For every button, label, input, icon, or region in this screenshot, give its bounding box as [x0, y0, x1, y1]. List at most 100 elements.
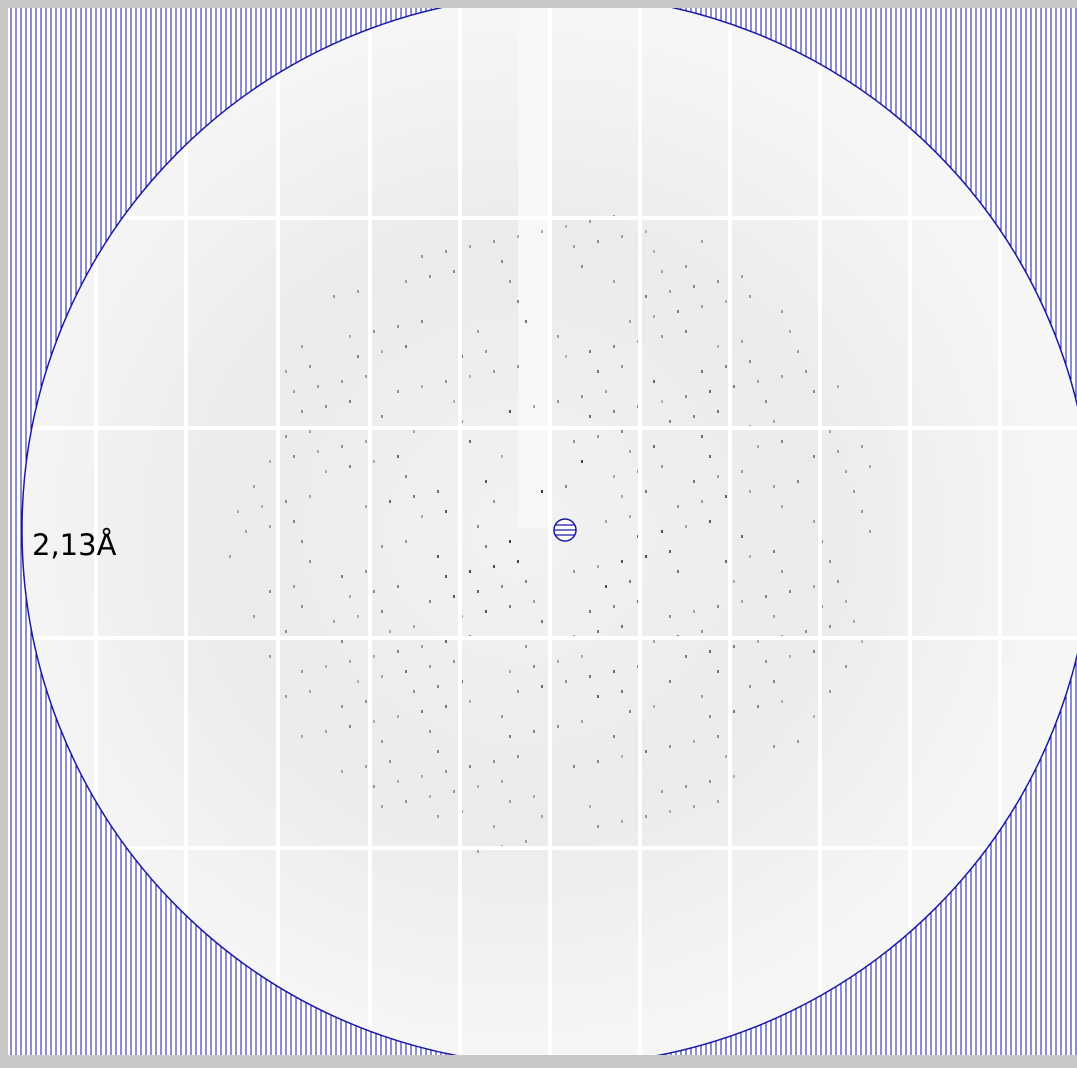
vertical-gap [908, 8, 912, 1055]
spot [717, 800, 719, 803]
horizontal-gap [8, 426, 1077, 430]
spot [509, 735, 511, 738]
spot [269, 590, 271, 593]
spot [645, 230, 647, 233]
spot [349, 660, 351, 663]
spot [693, 740, 695, 743]
spot [605, 390, 607, 393]
spot [317, 450, 319, 453]
spot [749, 555, 751, 558]
spot [837, 385, 839, 388]
spot [501, 260, 503, 263]
spot [477, 525, 479, 528]
spot [685, 330, 687, 333]
spot [629, 580, 631, 583]
spot [605, 585, 607, 588]
spot [509, 670, 511, 673]
spot [677, 505, 679, 508]
spot [253, 485, 255, 488]
spot [789, 655, 791, 658]
spot [597, 695, 599, 698]
spot [709, 390, 711, 393]
spot [557, 400, 559, 403]
spot [437, 750, 439, 753]
spot [573, 440, 575, 443]
spot [693, 610, 695, 613]
spot [509, 540, 511, 543]
spot [501, 780, 503, 783]
spot [717, 475, 719, 478]
spot [261, 505, 263, 508]
spot [421, 385, 423, 388]
spot [677, 310, 679, 313]
spot [581, 655, 583, 658]
spot [669, 550, 671, 553]
spot [573, 245, 575, 248]
spot [813, 455, 815, 458]
spot [429, 730, 431, 733]
spot [861, 510, 863, 513]
spot [717, 605, 719, 608]
spot [661, 335, 663, 338]
spot [389, 760, 391, 763]
spot [253, 615, 255, 618]
vertical-gap [818, 8, 822, 1055]
spot [837, 450, 839, 453]
spot [853, 490, 855, 493]
spot [405, 475, 407, 478]
spot [269, 655, 271, 658]
spot [693, 415, 695, 418]
spot [805, 630, 807, 633]
spot [765, 400, 767, 403]
spot [565, 355, 567, 358]
spot [829, 430, 831, 433]
spot [597, 435, 599, 438]
vertical-gap [368, 8, 372, 1055]
spot [309, 430, 311, 433]
spot [725, 755, 727, 758]
spot [301, 670, 303, 673]
spot [829, 560, 831, 563]
resolution-label: 2,13Å [32, 528, 117, 562]
spot [437, 815, 439, 818]
spot [373, 720, 375, 723]
spot [653, 250, 655, 253]
spot [341, 380, 343, 383]
spot [541, 620, 543, 623]
spot [781, 700, 783, 703]
spot [661, 465, 663, 468]
spot [765, 595, 767, 598]
spot [741, 600, 743, 603]
spot [533, 600, 535, 603]
diffraction-viewer: 2,13Å [0, 0, 1077, 1068]
spot [477, 590, 479, 593]
spot [325, 470, 327, 473]
spot [525, 645, 527, 648]
spot [301, 540, 303, 543]
spot [861, 445, 863, 448]
spot [373, 460, 375, 463]
spot [373, 590, 375, 593]
spot [621, 560, 623, 563]
spot [477, 330, 479, 333]
spot [757, 640, 759, 643]
spot [773, 745, 775, 748]
spot [445, 705, 447, 708]
spot [469, 375, 471, 378]
spot [365, 375, 367, 378]
spot [597, 565, 599, 568]
spot [709, 650, 711, 653]
spot [701, 240, 703, 243]
spot [325, 405, 327, 408]
spot [693, 805, 695, 808]
spot [733, 580, 735, 583]
spot [381, 740, 383, 743]
spot [573, 765, 575, 768]
spot [685, 265, 687, 268]
spot [381, 675, 383, 678]
spot [685, 655, 687, 658]
spot [421, 320, 423, 323]
spot [517, 755, 519, 758]
spot [781, 570, 783, 573]
spot [829, 625, 831, 628]
